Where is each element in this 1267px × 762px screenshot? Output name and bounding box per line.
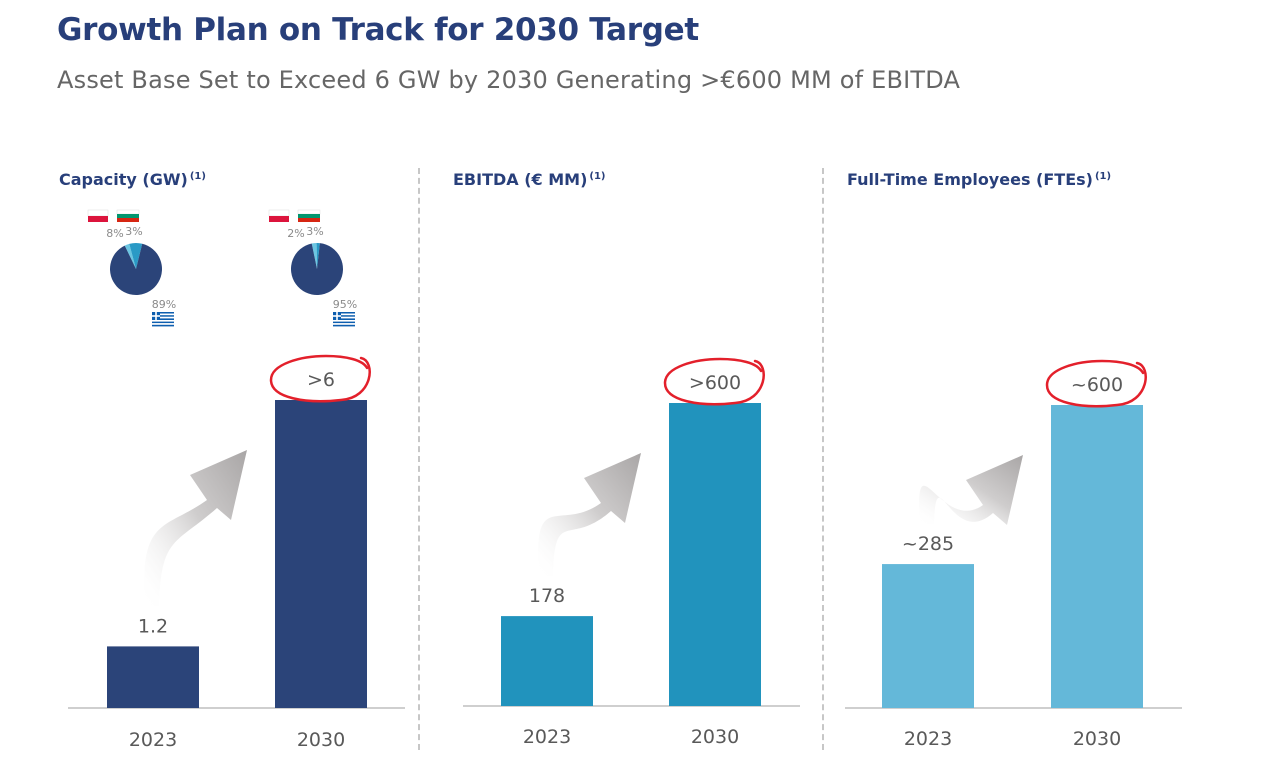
greece-flag-icon — [333, 312, 355, 327]
bulgaria-flag-icon — [297, 209, 321, 222]
capacity-pie-label-2023-bulgaria: 3% — [125, 225, 142, 238]
ebitda-tick-label-2030: 2030 — [691, 726, 739, 748]
poland-flag-icon — [268, 209, 290, 222]
ebitda-title-text: EBITDA (€ MM) — [453, 170, 588, 189]
page-subtitle: Asset Base Set to Exceed 6 GW by 2030 Ge… — [57, 66, 961, 94]
capacity-tick-label-2023: 2023 — [129, 729, 177, 751]
ebitda-title-note: (1) — [589, 170, 606, 182]
ebitda-tick-label-2023: 2023 — [523, 726, 571, 748]
bulgaria-flag-icon — [116, 209, 140, 222]
ebitda-data-label-2023: 178 — [529, 585, 565, 607]
ebitda-growth-arrow-shape — [538, 453, 641, 577]
capacity-bar-2023 — [107, 646, 199, 708]
panel-divider-2 — [822, 168, 824, 750]
capacity-pie-2030: 95% 2% 3% — [268, 209, 357, 327]
capacity-pie-slice-2030-3pct — [311, 243, 317, 269]
capacity-growth-arrow-shape — [144, 450, 247, 607]
capacity-data-label-2023: 1.2 — [138, 615, 168, 637]
fte-growth-arrow-shape — [919, 455, 1023, 525]
fte-highlight-circle-2030 — [1045, 359, 1147, 408]
capacity-highlight-circle-2030 — [269, 354, 371, 403]
fte-title-text: Full-Time Employees (FTEs) — [847, 170, 1093, 189]
capacity-title-note: (1) — [189, 170, 206, 182]
ebitda-growth-arrow-icon — [538, 453, 641, 577]
fte-data-label-2023: ~285 — [902, 533, 954, 555]
ebitda-bar-2023 — [501, 616, 593, 706]
capacity-pie-slice-2030-2pct — [316, 243, 320, 269]
capacity-chart-title: Capacity (GW) (1) — [59, 170, 206, 189]
capacity-pie-slice-2023-3pct — [124, 243, 136, 269]
fte-data-label-2030: ~600 — [1071, 374, 1123, 396]
capacity-pie-label-2023-poland: 8% — [106, 227, 123, 240]
capacity-title-text: Capacity (GW) — [59, 170, 188, 189]
ebitda-chart-title: EBITDA (€ MM) (1) — [453, 170, 606, 189]
fte-bar-2030 — [1051, 405, 1143, 708]
capacity-pie-slice-2030-95pct — [291, 243, 343, 296]
panel-divider-1 — [418, 168, 420, 750]
fte-tick-label-2030: 2030 — [1073, 728, 1121, 750]
fte-title-note: (1) — [1094, 170, 1112, 182]
ebitda-highlight-circle-2030 — [663, 357, 765, 406]
capacity-data-label-2030: >6 — [307, 369, 335, 391]
fte-tick-label-2023: 2023 — [904, 728, 952, 750]
capacity-growth-arrow-icon — [144, 450, 247, 607]
capacity-pie-label-2030-bulgaria: 3% — [306, 225, 323, 238]
capacity-pie-slice-2023-89pct — [110, 243, 163, 296]
capacity-pie-slice-2023-8pct — [129, 243, 143, 269]
fte-growth-arrow-icon — [919, 455, 1023, 525]
capacity-pie-2023: 89% 8% 3% — [87, 209, 176, 327]
capacity-bar-2030 — [275, 400, 367, 708]
capacity-pie-label-2030-poland: 2% — [287, 227, 304, 240]
capacity-tick-label-2030: 2030 — [297, 729, 345, 751]
greece-flag-icon — [152, 312, 174, 327]
capacity-pie-label-2023-greece: 89% — [152, 298, 176, 311]
ebitda-data-label-2030: >600 — [689, 372, 741, 394]
capacity-pie-label-2030-greece: 95% — [333, 298, 357, 311]
fte-bar-2023 — [882, 564, 974, 708]
fte-chart-title: Full-Time Employees (FTEs) (1) — [847, 170, 1111, 189]
page-title: Growth Plan on Track for 2030 Target — [57, 12, 699, 48]
ebitda-bar-2030 — [669, 403, 761, 706]
poland-flag-icon — [87, 209, 109, 222]
